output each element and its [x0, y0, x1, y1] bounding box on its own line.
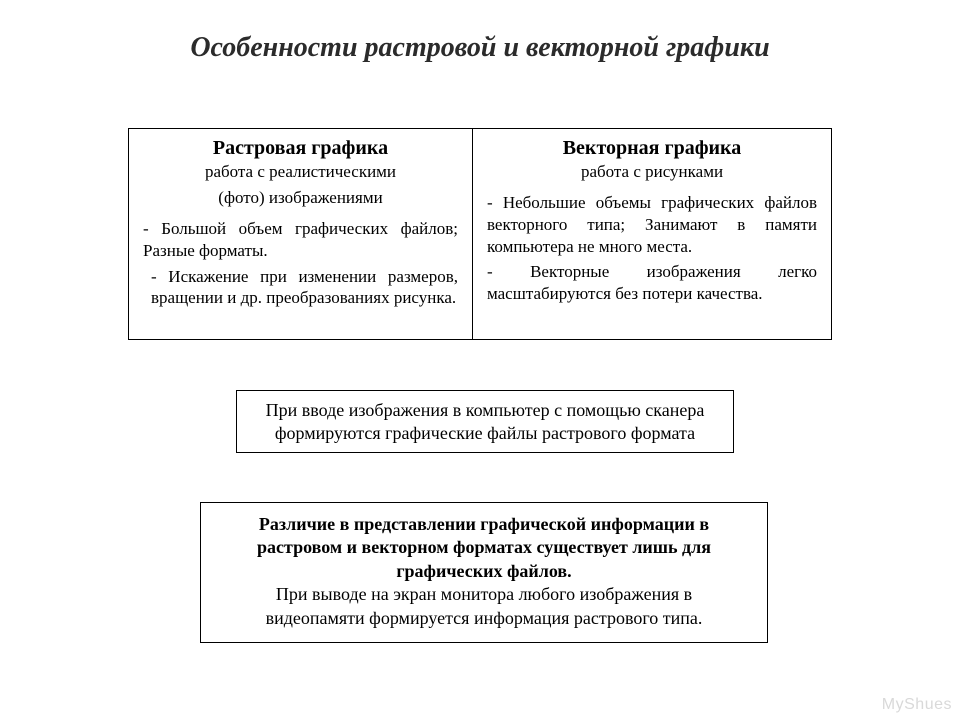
- vector-body: - Небольшие объемы графических файлов ве…: [487, 192, 817, 305]
- vector-box: Векторная графика работа с рисунками - Н…: [472, 128, 832, 340]
- vector-point2: - Векторные изображения легко масштабиру…: [487, 261, 817, 305]
- scanner-note-line2: формируются графические файлы растрового…: [255, 422, 715, 445]
- raster-sub-line1: работа с реалистическими: [143, 162, 458, 182]
- difference-bold-line2: растровом и векторном форматах существуе…: [219, 536, 749, 559]
- difference-bold-line3: графических файлов.: [219, 560, 749, 583]
- difference-plain-line2: видеопамяти формируется информация растр…: [219, 607, 749, 630]
- raster-point1: - Большой объем графических файлов; Разн…: [143, 218, 458, 262]
- raster-sub-line2: (фото) изображениями: [143, 188, 458, 208]
- vector-sub: работа с рисунками: [487, 162, 817, 182]
- watermark-text: MyShues: [882, 696, 952, 714]
- raster-point2: - Искажение при изменении размеров, вращ…: [151, 266, 458, 310]
- difference-note-box: Различие в представлении графической инф…: [200, 502, 768, 643]
- raster-box: Растровая графика работа с реалистически…: [128, 128, 472, 340]
- difference-plain-line1: При выводе на экран монитора любого изоб…: [219, 583, 749, 606]
- raster-heading: Растровая графика: [143, 137, 458, 160]
- page-title: Особенности растровой и векторной график…: [0, 32, 960, 64]
- vector-point1: - Небольшие объемы графических файлов ве…: [487, 192, 817, 257]
- difference-bold-line1: Различие в представлении графической инф…: [219, 513, 749, 536]
- raster-body: - Большой объем графических файлов; Разн…: [143, 218, 458, 309]
- vector-heading: Векторная графика: [487, 137, 817, 160]
- comparison-row: Растровая графика работа с реалистически…: [128, 128, 832, 340]
- scanner-note-box: При вводе изображения в компьютер с помо…: [236, 390, 734, 453]
- scanner-note-line1: При вводе изображения в компьютер с помо…: [255, 399, 715, 422]
